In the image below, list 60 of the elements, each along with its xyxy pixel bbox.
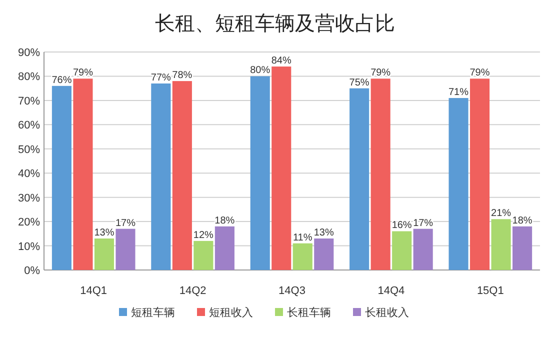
bar <box>52 86 72 270</box>
legend-label: 短租车辆 <box>131 306 175 319</box>
x-tick-label: 14Q2 <box>179 285 206 297</box>
y-tick-label: 10% <box>18 240 40 253</box>
chart-title: 长租、短租车辆及营收占比 <box>155 13 395 35</box>
y-tick-label: 50% <box>18 144 40 156</box>
data-label: 18% <box>214 215 235 226</box>
y-tick-label: 80% <box>18 71 40 84</box>
bar <box>116 228 136 270</box>
bar <box>470 78 490 270</box>
data-label: 75% <box>349 77 370 88</box>
legend-label: 长租车辆 <box>287 306 331 319</box>
legend-label: 长租收入 <box>365 306 409 319</box>
data-label: 80% <box>250 65 270 76</box>
data-label: 76% <box>52 74 72 86</box>
bar <box>512 226 532 270</box>
y-tick-label: 90% <box>18 47 40 59</box>
data-label: 79% <box>370 68 391 79</box>
x-tick-label: 14Q3 <box>278 285 306 297</box>
y-tick-label: 20% <box>18 216 40 229</box>
bar <box>272 66 292 270</box>
bar <box>350 88 370 270</box>
data-label: 18% <box>512 215 532 226</box>
bar <box>94 238 114 270</box>
data-label: 13% <box>94 228 114 239</box>
bar <box>370 78 390 270</box>
data-label: 77% <box>150 72 172 84</box>
data-label: 79% <box>470 68 490 79</box>
bar <box>392 231 412 270</box>
x-tick-label: 14Q1 <box>80 285 108 297</box>
bar <box>250 76 270 270</box>
bar <box>73 78 93 270</box>
data-label: 17% <box>115 218 136 229</box>
bar <box>413 228 433 270</box>
y-tick-label: 40% <box>18 168 40 180</box>
y-tick-label: 70% <box>18 95 40 108</box>
y-tick-label: 30% <box>18 192 40 204</box>
bar <box>194 240 214 270</box>
data-label: 16% <box>392 220 412 232</box>
bar <box>214 226 234 270</box>
bar <box>491 219 511 270</box>
data-label: 13% <box>314 228 334 239</box>
bar <box>448 98 468 270</box>
data-label: 12% <box>193 230 214 241</box>
data-label: 71% <box>448 87 469 98</box>
data-label: 79% <box>72 68 94 79</box>
x-tick-label: 15Q1 <box>476 285 504 297</box>
data-label: 21% <box>491 208 512 220</box>
data-label: 84% <box>271 56 292 67</box>
legend-label: 短租收入 <box>209 306 253 319</box>
y-tick-label: 60% <box>18 120 40 132</box>
bar <box>292 243 312 270</box>
bar <box>172 81 192 270</box>
data-label: 78% <box>172 70 192 82</box>
bar <box>151 83 171 270</box>
bar <box>314 238 334 270</box>
data-label: 11% <box>292 232 312 244</box>
data-label: 17% <box>413 218 434 229</box>
y-tick-label: 0% <box>24 265 40 277</box>
x-tick-label: 14Q4 <box>378 285 405 297</box>
